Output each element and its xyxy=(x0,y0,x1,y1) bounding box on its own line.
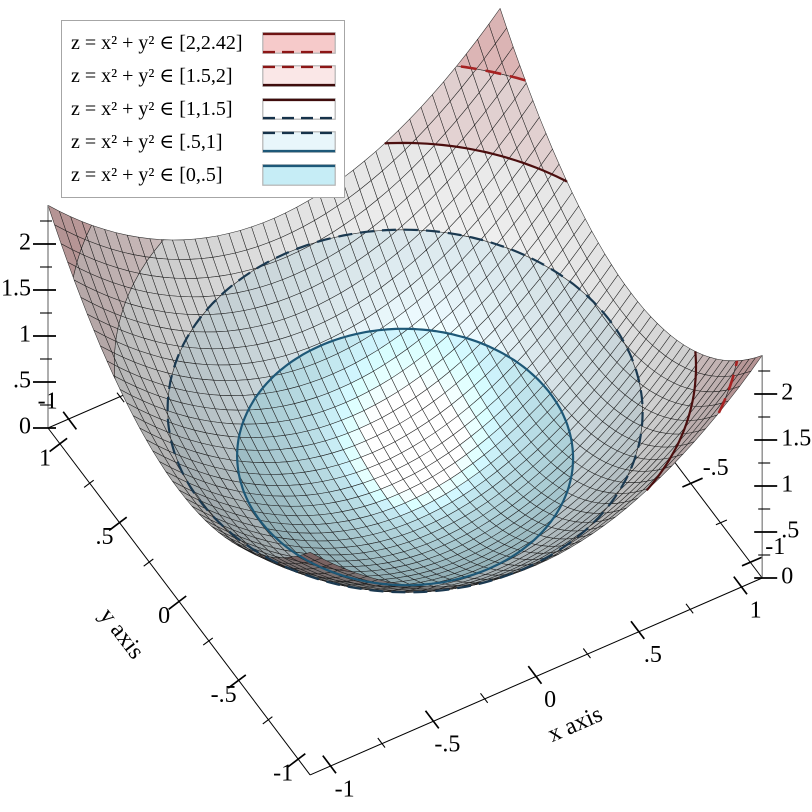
legend-item: z = x² + y² ∈ [2,2.42] xyxy=(62,26,344,59)
legend-swatch xyxy=(262,130,336,153)
legend-swatch xyxy=(262,97,336,120)
tick-label: 1.5 xyxy=(1,276,31,302)
legend-label: z = x² + y² ∈ [1.5,2] xyxy=(71,65,233,87)
tick-label: -1 xyxy=(765,534,785,560)
tick-label: .5 xyxy=(781,518,799,544)
tick-label: 0 xyxy=(158,603,170,629)
y-axis-title: y axis xyxy=(94,603,149,664)
legend-item: z = x² + y² ∈ [0,.5] xyxy=(62,158,344,191)
legend-label: z = x² + y² ∈ [2,2.42] xyxy=(71,32,243,54)
legend: z = x² + y² ∈ [2,2.42] z = x² + y² ∈ [1.5… xyxy=(61,20,345,198)
tick-label: .5 xyxy=(644,642,662,668)
legend-item: z = x² + y² ∈ [1,1.5] xyxy=(62,92,344,125)
tick-label: .5 xyxy=(96,524,114,550)
legend-swatch xyxy=(262,64,336,87)
tick-label: 0 xyxy=(781,564,793,590)
tick-label: 0 xyxy=(19,414,31,440)
tick-label: -.5 xyxy=(211,682,237,708)
legend-swatch xyxy=(262,31,336,54)
tick-label: 2 xyxy=(19,230,31,256)
tick-label: 0 xyxy=(544,687,556,713)
tick-label: -1 xyxy=(335,777,355,803)
tick-label: .5 xyxy=(13,368,31,394)
tick-label: -1 xyxy=(273,761,293,787)
tick-label: 1 xyxy=(39,445,51,471)
tick-label: -.5 xyxy=(434,732,460,758)
legend-label: z = x² + y² ∈ [.5,1] xyxy=(71,131,223,153)
tick-label: -.5 xyxy=(703,455,729,481)
legend-item: z = x² + y² ∈ [1.5,2] xyxy=(62,59,344,92)
tick-label: 1 xyxy=(19,322,31,348)
legend-label: z = x² + y² ∈ [1,1.5] xyxy=(71,98,233,120)
contour-lines xyxy=(166,64,739,594)
tick-label: 1.5 xyxy=(781,426,811,452)
tick-label: 1 xyxy=(781,472,793,498)
legend-swatch xyxy=(262,163,336,186)
tick-label: 1 xyxy=(750,598,762,624)
tick-label: 2 xyxy=(781,380,793,406)
legend-label: z = x² + y² ∈ [0,.5] xyxy=(71,164,223,186)
legend-item: z = x² + y² ∈ [.5,1] xyxy=(62,125,344,158)
